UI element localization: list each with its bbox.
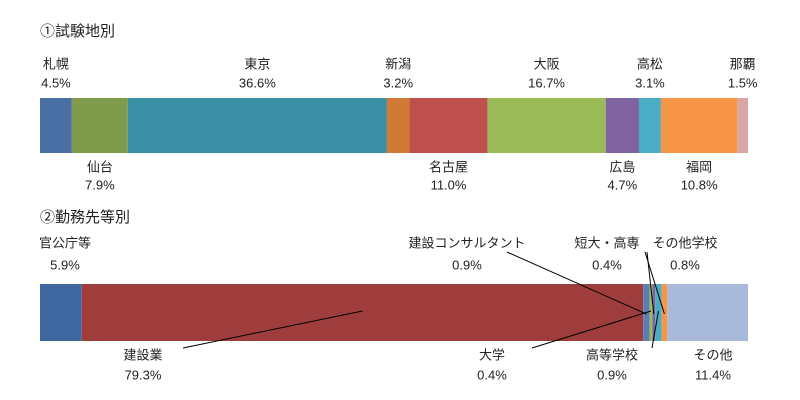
segment-name: 福岡 <box>686 159 712 174</box>
segment-name: 大学 <box>479 347 505 362</box>
segment-value-label: 10.8% <box>681 177 718 192</box>
bar-segment <box>40 284 82 341</box>
segment-value-label: 0.8% <box>670 257 700 272</box>
segment-name: 官公庁等 <box>39 235 91 250</box>
segment-name: 東京 <box>244 56 270 71</box>
segment-value-label: 11.4% <box>695 367 731 382</box>
segment-name: 大阪 <box>534 56 560 71</box>
leader-line <box>531 310 652 349</box>
segment-value-label: 0.9% <box>597 367 627 382</box>
bar-segment <box>638 98 661 153</box>
segment-value-label: 0.9% <box>452 257 482 272</box>
bar-segment <box>127 98 387 153</box>
bar-segment <box>487 98 606 153</box>
segment-value-label: 7.9% <box>85 177 115 192</box>
segment-name: 那覇 <box>730 56 756 71</box>
bar-segment <box>81 284 644 341</box>
bar-segment <box>649 284 653 341</box>
chart-title: ①試験地別 <box>40 23 115 40</box>
segment-name: その他学校 <box>652 235 717 250</box>
chart-title: ②勤務先等別 <box>40 208 130 226</box>
segment-name: 札幌 <box>43 56 69 71</box>
segment-value-label: 16.7% <box>528 75 565 90</box>
segment-value-label: 11.0% <box>431 177 467 192</box>
segment-value-label: 4.5% <box>41 75 71 90</box>
bar-segment <box>737 98 748 153</box>
segment-value-label: 1.5% <box>728 75 758 90</box>
segment-name: 建設業 <box>123 347 162 362</box>
leader-line <box>182 310 363 349</box>
leader-line <box>651 310 659 349</box>
bar-segment <box>386 98 410 153</box>
segment-value-label: 3.2% <box>383 75 413 90</box>
segment-name: 短大・高専 <box>574 235 639 250</box>
leader-line <box>506 251 647 315</box>
segment-name: 広島 <box>609 159 635 174</box>
bar-segment <box>605 98 639 153</box>
leader-line <box>644 251 665 315</box>
segment-value-label: 0.4% <box>592 257 622 272</box>
segment-name: 名古屋 <box>429 159 468 174</box>
segment-name: 高松 <box>637 56 663 71</box>
segment-name: 新潟 <box>385 56 411 71</box>
segment-name: 建設コンサルタント <box>408 235 525 250</box>
bar-segment <box>71 98 128 153</box>
segment-name: 仙台 <box>87 159 113 174</box>
segment-value-label: 5.9% <box>50 257 80 272</box>
bar-segment <box>40 98 72 153</box>
segment-value-label: 79.3% <box>125 367 162 382</box>
segment-value-label: 3.1% <box>635 75 665 90</box>
segment-value-label: 4.7% <box>608 177 638 192</box>
segment-value-label: 0.4% <box>477 367 507 382</box>
bar-segment <box>660 98 738 153</box>
segment-value-label: 36.6% <box>239 75 276 90</box>
bar-segment <box>409 98 488 153</box>
segment-name: 高等学校 <box>586 347 638 362</box>
segment-name: その他 <box>693 347 732 362</box>
bar-segment <box>667 284 748 341</box>
